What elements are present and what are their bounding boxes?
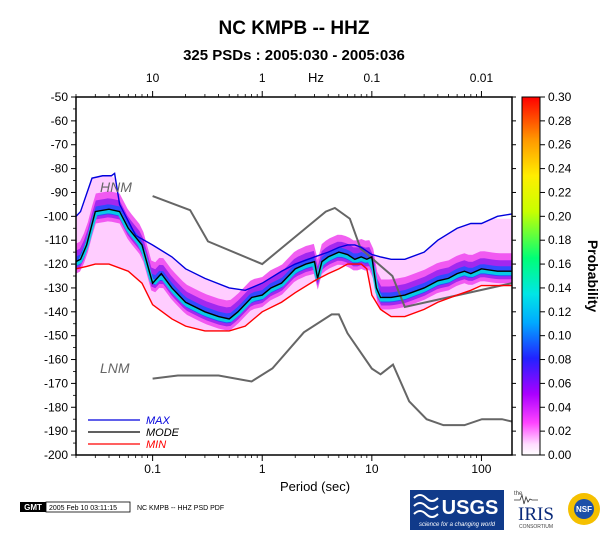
statistic-lines [76,172,512,332]
y-tick-label: -100 [44,209,68,223]
y-tick-label: -170 [44,376,68,390]
colorbar-tick-label: 0.10 [548,329,572,343]
x-tick-label: 100 [471,462,491,476]
legend-max-label: MAX [146,415,171,427]
colorbar: 0.30 0.28 0.26 0.24 0.22 0.20 0.18 0.16 0.14 0.12… [521,90,601,462]
colorbar-tick-label: 0.16 [548,257,572,271]
x2-axis: 10 1 0.1 0.01 [75,71,494,97]
nsf-wordmark: NSF [576,505,592,514]
colorbar-tick-label: 0.24 [548,162,572,176]
seismogram-icon [514,493,538,505]
usgs-logo: USGS science for a changing world [410,490,504,530]
legend-min-label: MIN [146,439,166,451]
x2-tick-label: 0.01 [470,71,494,85]
y-tick-label: -130 [44,281,68,295]
series-min-line [76,263,512,332]
x2-axis-label: Hz [308,70,324,85]
gmt-badge [20,502,46,512]
y-tick-label: -50 [51,90,69,104]
colorbar-tick-label: 0.12 [548,305,572,319]
y-tick-label: -190 [44,424,68,438]
y-tick-label: -200 [44,448,68,462]
colorbar-tick-label: 0.02 [548,424,572,438]
nsf-logo: NSF [568,493,600,525]
colorbar-tick-label: 0.26 [548,138,572,152]
colorbar-gradient [521,96,541,456]
colorbar-tick-label: 0.30 [548,90,572,104]
y-tick-label: -150 [44,329,68,343]
usgs-wave-icon [413,494,439,518]
y-tick-label: -160 [44,353,68,367]
y-tick-label: -110 [45,233,68,247]
colorbar-tick-label: 0.08 [548,353,572,367]
lnm-label: LNM [100,360,130,376]
x-axis: 0.1 1 10 100 [75,455,492,476]
y-tick-label: -180 [44,400,68,414]
footer-caption: NC KMPB -- HHZ PSD PDF [137,505,224,512]
chart-title: NC KMPB -- HHZ [219,18,370,39]
chart-subtitle: 325 PSDs : 2005:030 - 2005:036 [183,47,405,64]
noise-models [152,195,512,427]
x2-tick-label: 1 [259,71,266,85]
timestamp-box [45,501,131,513]
iris-prefix: the [514,491,523,497]
legend: MAX MODE MIN [88,415,180,451]
density-core-band [76,204,512,324]
x-tick-label: 1 [259,462,266,476]
colorbar-tick-label: 0.20 [548,209,572,223]
nsf-globe-icon [574,499,594,519]
y-axis: -50 -60 -70 -80 -90 -100 -110 -120 -130 -140 -150 -… [44,90,516,462]
colorbar-label: Probability [585,240,601,313]
timestamp: 2005 Feb 10 03:11:15 [49,505,117,512]
x2-tick-label: 10 [146,71,160,85]
x-tick-label: 10 [365,462,379,476]
y-tick-label: -90 [51,185,69,199]
footer: GMT 2005 Feb 10 03:11:15 NC KMPB -- HHZ … [20,501,224,513]
colorbar-tick-label: 0.14 [548,281,572,295]
usgs-wordmark: USGS [442,497,499,519]
legend-mode-label: MODE [146,427,180,439]
y-tick-label: -60 [51,114,69,128]
colorbar-tick-label: 0.18 [548,233,572,247]
colorbar-tick-label: 0.28 [548,114,572,128]
series-mode-line [76,208,512,320]
usgs-tagline: science for a changing world [419,522,496,528]
iris-logo: the IRIS CONSORTIUM [514,491,554,530]
iris-subtext: CONSORTIUM [519,524,553,530]
y-tick-label: -120 [44,257,68,271]
series-max-line [76,172,512,292]
hnm-label: HNM [100,179,132,195]
plot-area [75,96,513,456]
y-tick-label: -70 [51,138,69,152]
y-tick-label: -140 [44,305,68,319]
colorbar-tick-label: 0.06 [548,376,572,390]
x-axis-label: Period (sec) [280,479,350,494]
noise-model-lnm [152,313,512,427]
x-tick-label: 0.1 [144,462,161,476]
colorbar-tick-label: 0.22 [548,185,572,199]
iris-wordmark: IRIS [518,504,554,525]
y-tick-label: -80 [51,162,69,176]
x2-tick-label: 0.1 [363,71,380,85]
colorbar-tick-label: 0.00 [548,448,572,462]
gmt-badge-text: GMT [24,503,42,512]
noise-model-hnm [152,195,512,309]
colorbar-ticks: 0.30 0.28 0.26 0.24 0.22 0.20 0.18 0.16 0.14 0.12… [540,90,572,462]
colorbar-tick-label: 0.04 [548,400,572,414]
